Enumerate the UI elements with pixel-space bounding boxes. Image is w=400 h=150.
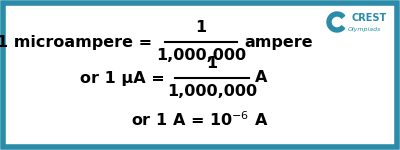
Text: Olympiads: Olympiads [348,27,381,31]
Text: or 1 A = 10$^{-6}$ A: or 1 A = 10$^{-6}$ A [131,111,269,129]
Text: 1 microampere =: 1 microampere = [0,34,152,50]
Text: 1,000,000: 1,000,000 [156,48,246,63]
Wedge shape [327,12,345,32]
Text: or 1 μA =: or 1 μA = [80,70,165,86]
FancyBboxPatch shape [3,3,397,147]
Text: CREST: CREST [352,13,387,23]
Text: 1,000,000: 1,000,000 [167,84,257,99]
Text: 1: 1 [206,57,218,72]
Text: ampere: ampere [244,34,313,50]
Text: 1: 1 [196,21,206,36]
Text: A: A [255,70,267,86]
